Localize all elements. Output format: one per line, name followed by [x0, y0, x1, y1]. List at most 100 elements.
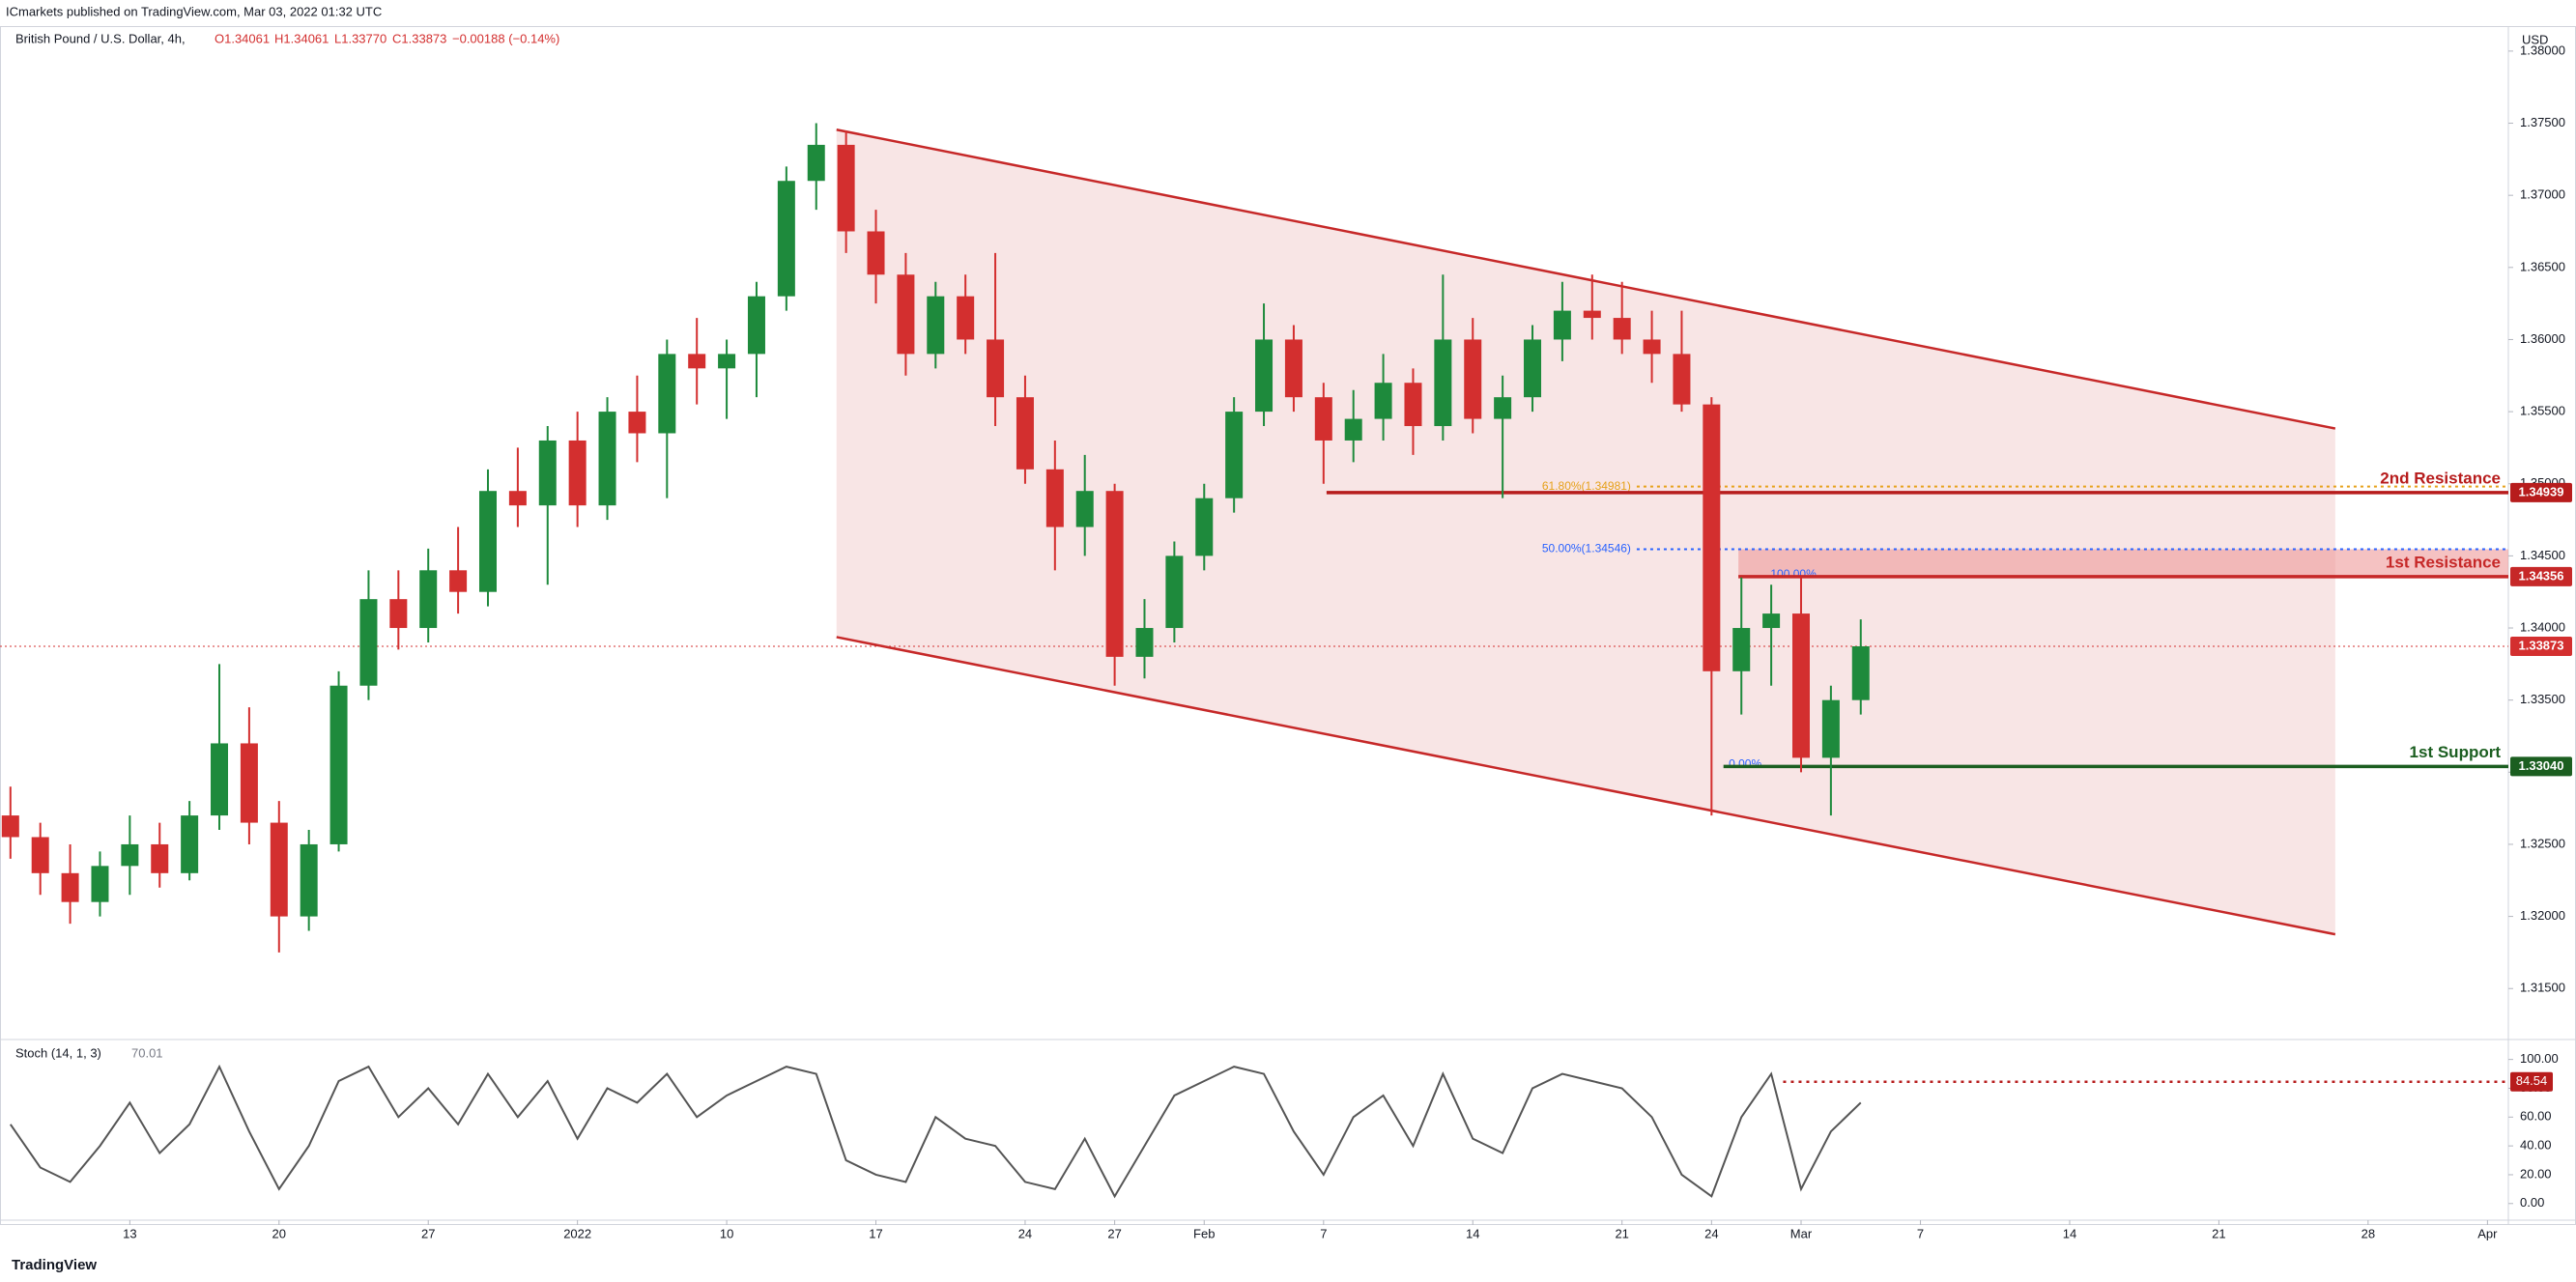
candle-body — [538, 440, 557, 506]
level-tag — [2510, 756, 2572, 777]
level-tag — [2510, 482, 2572, 502]
candle-body — [1105, 491, 1124, 657]
ohlc-header: O1.34061 H1.34061 L1.33770 C1.33873 −0.00188… — [215, 31, 559, 45]
brand: TradingView — [12, 1257, 97, 1273]
channel-fill — [836, 129, 2335, 935]
candle-body — [240, 743, 258, 823]
y-tick-label: 1.36000 — [2520, 331, 2565, 346]
resistance-zone — [1738, 549, 2508, 577]
fib-label: 61.80%(1.34981) — [1542, 479, 1631, 493]
candle-body — [121, 843, 139, 867]
indicator-value: 70.01 — [131, 1045, 163, 1060]
stoch-tick-label: 20.00 — [2520, 1166, 2552, 1181]
candle-body — [837, 144, 855, 232]
candle-body — [1135, 628, 1154, 657]
candle-body — [747, 296, 765, 355]
candle-body — [1, 815, 19, 838]
y-tick-label: 1.34000 — [2520, 619, 2565, 634]
x-tick-label: 20 — [272, 1226, 286, 1240]
stoch-tick-label: 100.00 — [2520, 1051, 2559, 1066]
last-price-label: 1.33873 — [2519, 638, 2564, 652]
y-tick-label: 1.38000 — [2520, 43, 2565, 57]
candle-body — [211, 743, 229, 816]
level-label: 1.33040 — [2519, 758, 2564, 773]
x-tick-label: 24 — [1704, 1226, 1718, 1240]
level-name: 1st Support — [2410, 743, 2502, 761]
stoch-tick-label: 0.00 — [2520, 1195, 2544, 1210]
candle-body — [688, 354, 706, 369]
candle-body — [598, 412, 616, 506]
ohlc-value: O1.34061 — [215, 31, 270, 45]
candle-body — [777, 181, 795, 297]
candle-body — [1195, 498, 1214, 556]
candle-body — [31, 837, 49, 873]
candle-body — [1821, 699, 1840, 758]
x-tick-label: 24 — [1018, 1226, 1032, 1240]
publisher: ICmarkets published on TradingView.com, … — [6, 4, 382, 18]
candle-body — [329, 685, 348, 844]
stoch-tick-label: 40.00 — [2520, 1138, 2552, 1153]
y-tick-label: 1.37500 — [2520, 115, 2565, 129]
x-tick-label: 14 — [2063, 1226, 2076, 1240]
last-price-tag — [2510, 636, 2572, 656]
candle-body — [1344, 418, 1362, 441]
level-name: 2nd Resistance — [2380, 469, 2501, 487]
channel-line — [836, 636, 2336, 936]
candle-body — [419, 570, 438, 629]
candle-body — [478, 491, 497, 592]
indicator-name: Stoch (14, 1, 3) — [15, 1045, 101, 1060]
candle-body — [1524, 339, 1542, 398]
ohlc-value: −0.00188 (−0.14%) — [452, 31, 559, 45]
y-tick-label: 1.36500 — [2520, 259, 2565, 273]
fib-label: 100.00% — [1770, 567, 1817, 581]
x-tick-label: 7 — [1320, 1226, 1327, 1240]
fib-label: 0.00% — [1729, 757, 1761, 771]
candle-body — [508, 491, 527, 506]
candle-body — [61, 872, 79, 902]
candle-body — [867, 231, 885, 275]
candle-body — [1255, 339, 1274, 413]
x-tick-label: Feb — [1193, 1226, 1215, 1240]
candle-body — [1016, 397, 1034, 470]
candle-body — [449, 570, 468, 592]
candle-body — [1494, 397, 1512, 419]
y-tick-label: 1.34500 — [2520, 548, 2565, 562]
candle-body — [1613, 318, 1631, 340]
level-name: 1st Resistance — [2386, 553, 2501, 571]
candle-body — [1225, 412, 1244, 499]
candle-body — [897, 274, 915, 355]
x-tick-label: 28 — [2361, 1226, 2375, 1240]
fib-label: 50.00%(1.34546) — [1542, 542, 1631, 556]
level-tag — [2510, 566, 2572, 586]
x-tick-label: Mar — [1790, 1226, 1813, 1240]
x-tick-label: 21 — [2212, 1226, 2225, 1240]
candle-body — [1075, 491, 1094, 527]
currency: USD — [2522, 32, 2548, 46]
x-tick-label: 10 — [720, 1226, 733, 1240]
x-tick-label: 14 — [1466, 1226, 1479, 1240]
candle-body — [1791, 613, 1810, 758]
stoch-line — [9, 1064, 1862, 1199]
candle-body — [1703, 404, 1721, 671]
candle-body — [1732, 628, 1751, 671]
candle-body — [1434, 339, 1452, 427]
candle-body — [1673, 354, 1691, 405]
x-tick-label: 7 — [1917, 1226, 1924, 1240]
candle-body — [568, 440, 587, 506]
ohlc-value: L1.33770 — [334, 31, 386, 45]
stoch-tick-label: 60.00 — [2520, 1109, 2552, 1124]
candle-body — [1165, 556, 1184, 629]
candle-body — [1851, 645, 1870, 700]
candle-body — [1045, 469, 1064, 527]
candle-body — [1583, 310, 1601, 319]
y-tick-label: 1.32500 — [2520, 836, 2565, 850]
x-tick-label: 27 — [1107, 1226, 1121, 1240]
y-tick-label: 1.32000 — [2520, 908, 2565, 923]
candle-body — [1404, 383, 1422, 427]
x-tick-label: 27 — [421, 1226, 435, 1240]
candle-body — [987, 339, 1005, 398]
candle-body — [1762, 613, 1781, 629]
candle-body — [91, 866, 109, 902]
symbol-title: British Pound / U.S. Dollar, 4h, — [15, 31, 186, 45]
